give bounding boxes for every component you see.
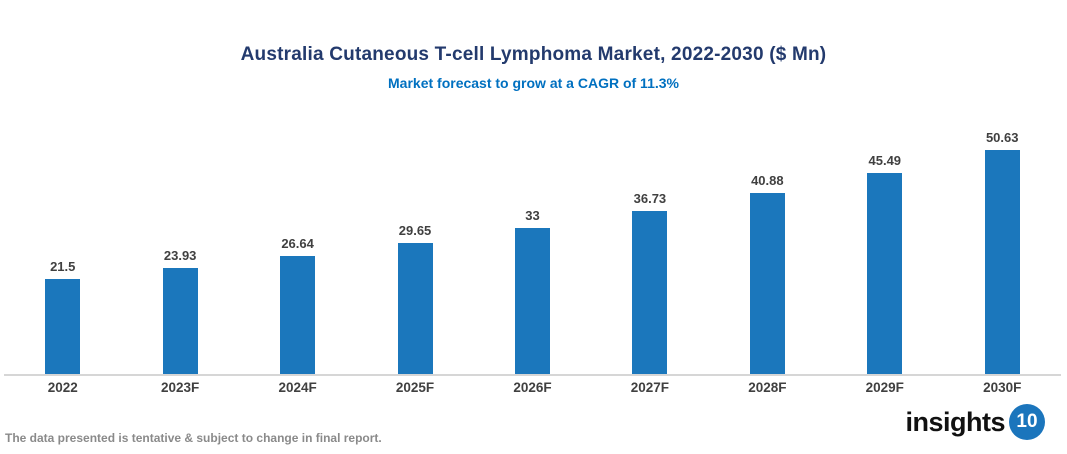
bar-value-label: 21.5: [50, 259, 76, 274]
bar-value-label: 50.63: [985, 130, 1019, 145]
bar-column: 26.64: [239, 236, 356, 374]
bar: [749, 193, 785, 374]
bar: [280, 256, 316, 374]
bar: [984, 150, 1020, 374]
bar-column: 33: [474, 208, 591, 374]
bar-column: 36.73: [591, 191, 708, 374]
bar: [162, 268, 198, 374]
chart-subtitle: Market forecast to grow at a CAGR of 11.…: [388, 75, 679, 91]
bar-column: 50.63: [944, 130, 1061, 374]
bar-column: 21.5: [4, 259, 121, 374]
bar: [867, 173, 903, 374]
insights10-logo: insights 10: [905, 404, 1045, 440]
x-tick-label: 2029F: [865, 380, 904, 395]
bar-value-label: 33: [525, 208, 540, 223]
x-tick-label: 2025F: [395, 380, 435, 395]
footer-disclaimer: The data presented is tentative & subjec…: [5, 431, 382, 445]
x-axis: 2022 2023F 2024F 2025F 2026F 2027F 2028F 2029F 2…: [4, 380, 1061, 395]
bar: [514, 228, 550, 374]
bar-value-label: 36.73: [633, 191, 667, 206]
bar-chart-plot-area: 21.5 23.93 26.64 29.65 33 36.73 40.88 45.49 50.6…: [4, 110, 1061, 376]
bar-column: 45.49: [826, 153, 943, 374]
logo-wordmark: insights: [905, 406, 1005, 437]
x-tick-label: 2027F: [630, 380, 670, 395]
x-tick-label: 2028F: [748, 380, 787, 395]
x-tick-label: 2024F: [278, 380, 317, 395]
chart-title: Australia Cutaneous T-cell Lymphoma Mark…: [240, 44, 827, 65]
bar-value-label: 26.64: [281, 236, 314, 251]
logo-badge-icon: 10: [1009, 404, 1045, 440]
x-tick-label: 2030F: [983, 380, 1022, 395]
x-tick-label: 2022: [47, 380, 78, 395]
bar-value-label: 45.49: [868, 153, 902, 168]
bar: [632, 211, 668, 374]
bar-value-label: 29.65: [398, 223, 432, 238]
bar-value-label: 40.88: [751, 173, 784, 188]
x-tick-label: 2026F: [513, 380, 552, 395]
bar: [397, 243, 433, 374]
bar-column: 40.88: [709, 173, 826, 374]
bar-column: 29.65: [357, 223, 474, 374]
bar: [45, 279, 81, 374]
bar-column: 23.93: [122, 248, 239, 374]
bar-value-label: 23.93: [163, 248, 197, 263]
x-tick-label: 2023F: [161, 380, 200, 395]
